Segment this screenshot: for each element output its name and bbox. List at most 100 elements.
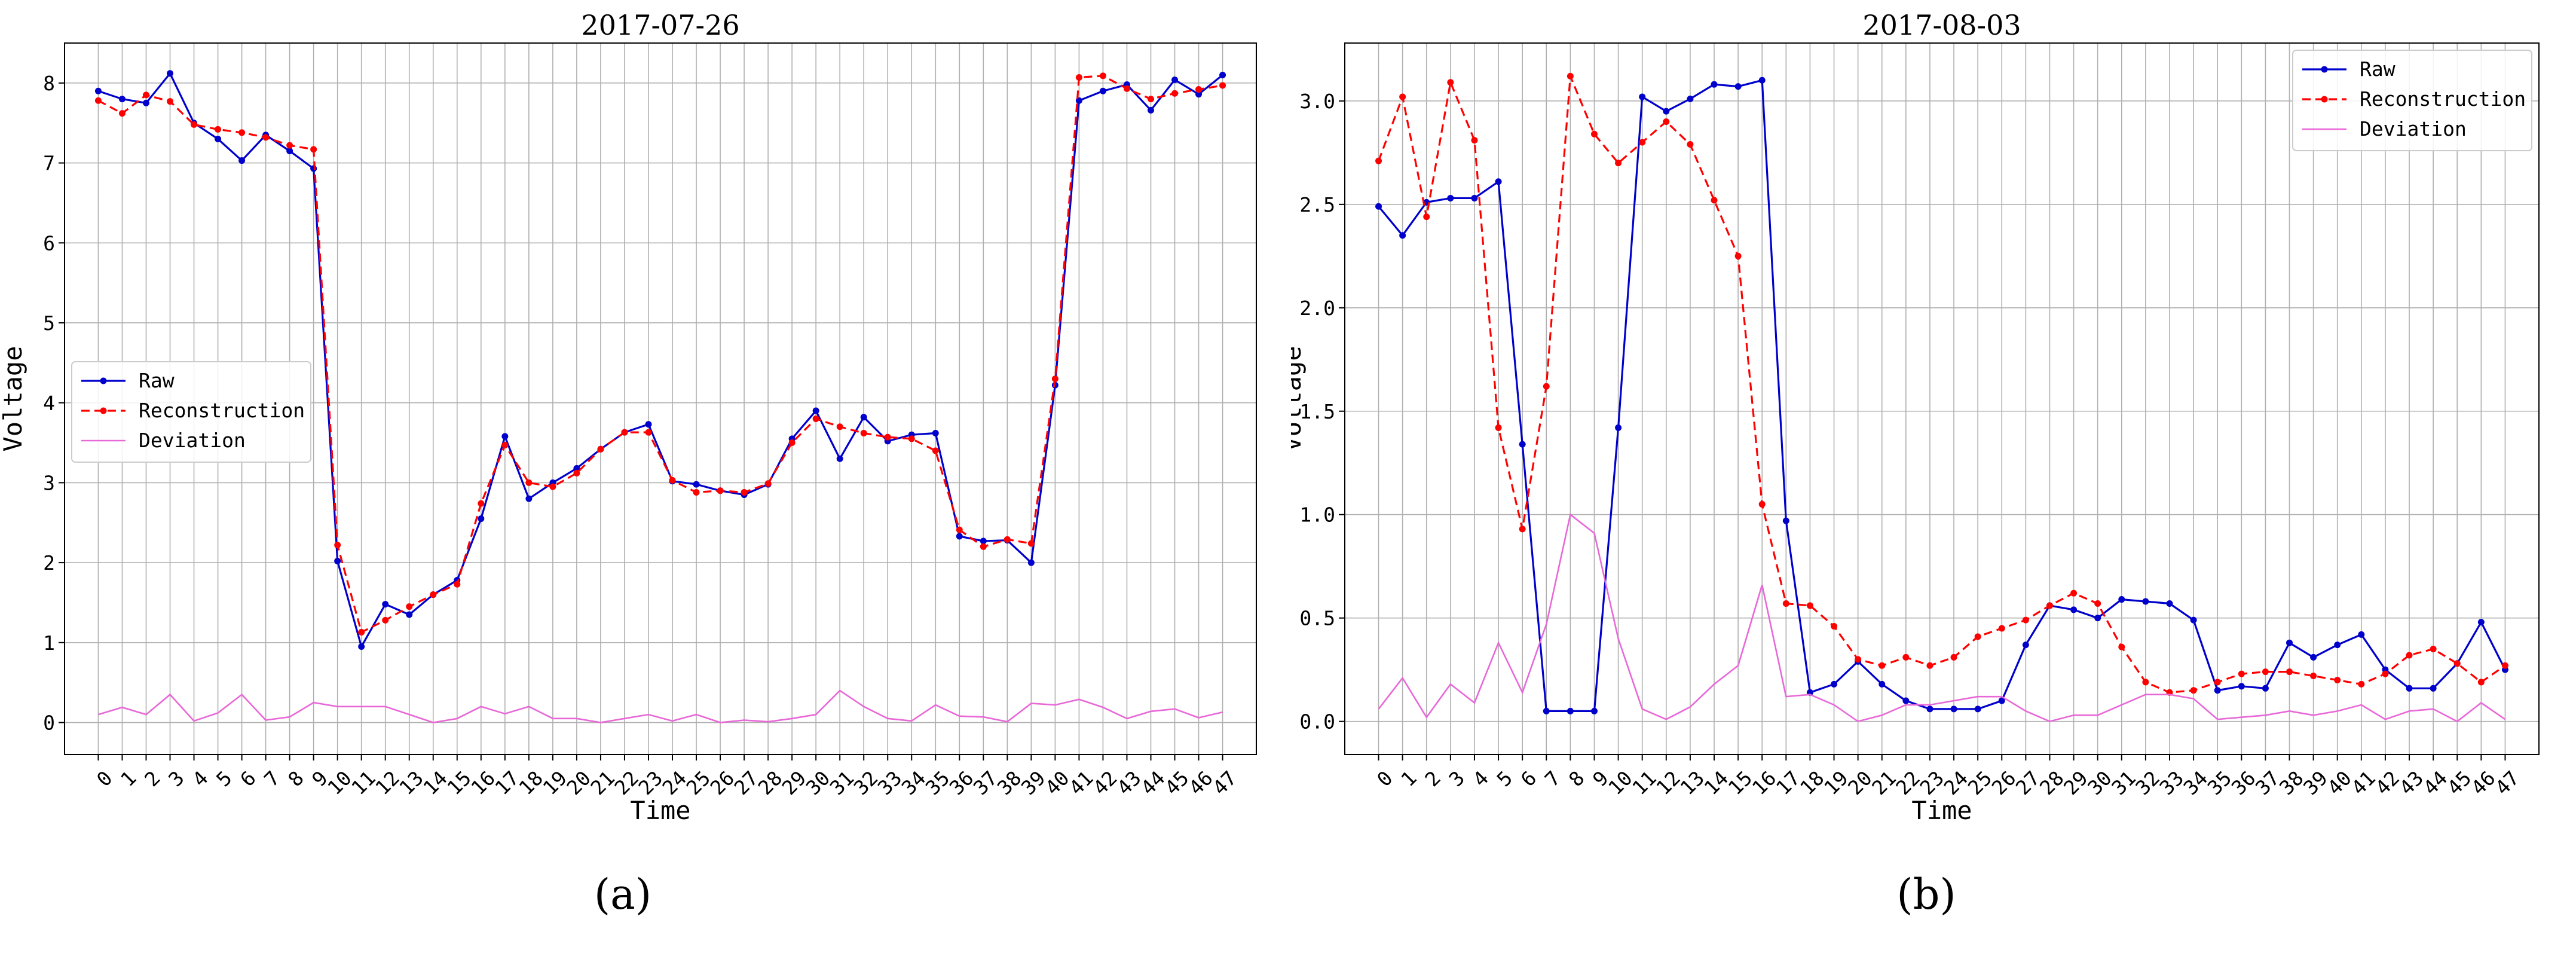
data-point-reconstruction	[1926, 662, 1933, 669]
y-tick-label: 1.5	[1299, 400, 1335, 423]
data-point-reconstruction	[2118, 643, 2125, 650]
x-tick-label: 1	[116, 766, 141, 792]
data-point-reconstruction	[908, 435, 915, 442]
series-line-reconstruction	[97, 75, 1223, 634]
grid-lines	[1345, 43, 2539, 755]
data-point-raw	[2070, 606, 2078, 613]
data-point-reconstruction	[1147, 96, 1154, 103]
data-point-raw	[1495, 178, 1502, 185]
x-tick-label: 4	[188, 766, 213, 792]
data-point-reconstruction	[1615, 160, 1622, 167]
data-point-reconstruction	[430, 591, 437, 598]
legend-label: Deviation	[139, 429, 246, 452]
x-tick-label: 47	[2491, 766, 2524, 800]
y-tick-label: 2	[43, 551, 55, 575]
data-point-raw	[1171, 77, 1179, 84]
data-point-reconstruction	[286, 142, 293, 149]
data-point-reconstruction	[262, 134, 270, 141]
data-point-reconstruction	[836, 423, 843, 430]
data-point-reconstruction	[1027, 540, 1035, 547]
data-point-raw	[2118, 596, 2125, 603]
x-axis-label: Time	[630, 796, 690, 825]
legend-marker	[2321, 96, 2328, 103]
x-tick-label: 5	[1492, 766, 1518, 792]
data-point-raw	[2214, 687, 2221, 694]
legend-marker	[100, 407, 107, 414]
data-point-reconstruction	[238, 129, 246, 136]
data-point-raw	[1075, 97, 1082, 104]
y-axis-ticks: 0.0 0.5 1.0 1.5 2.0 2.5 3.0	[1299, 90, 1345, 734]
legend-label: Raw	[139, 369, 175, 392]
data-point-raw	[1974, 705, 1981, 713]
series-line-raw	[1378, 79, 2506, 712]
data-point-reconstruction	[884, 433, 891, 441]
y-tick-label: 5	[43, 311, 55, 335]
y-axis-label: Voltage	[0, 346, 27, 451]
data-point-raw	[1147, 106, 1154, 114]
grid-lines	[65, 43, 1256, 755]
data-point-reconstruction	[1998, 625, 2005, 632]
data-point-reconstruction	[549, 483, 556, 490]
legend-marker	[2321, 66, 2328, 73]
chart-a-svg: 0123456780123456789101112131415161718192…	[0, 9, 1257, 825]
data-point-reconstruction	[1004, 536, 1011, 543]
x-tick-label: 1	[1396, 766, 1421, 792]
data-point-raw	[2094, 615, 2101, 622]
data-point-raw	[2238, 683, 2245, 690]
data-point-reconstruction	[501, 442, 509, 449]
data-point-reconstruction	[621, 429, 628, 436]
data-point-raw	[2358, 631, 2365, 638]
data-point-reconstruction	[382, 616, 389, 624]
data-point-reconstruction	[358, 628, 365, 636]
y-tick-label: 6	[43, 231, 55, 255]
data-point-reconstruction	[956, 526, 963, 533]
data-point-reconstruction	[2142, 679, 2149, 686]
data-point-raw	[1590, 707, 1598, 714]
data-point-reconstruction	[1195, 86, 1203, 93]
data-point-raw	[1639, 93, 1646, 100]
y-tick-label: 1.0	[1299, 503, 1335, 527]
data-point-reconstruction	[980, 543, 987, 550]
data-point-raw	[980, 537, 987, 545]
data-point-reconstruction	[645, 429, 652, 436]
legend: Raw Reconstruction Deviation	[2292, 50, 2532, 151]
series-line-deviation	[1378, 513, 2506, 723]
data-point-raw	[693, 481, 700, 488]
chart-b-svg: 0.00.51.01.52.02.53.00123456789101112131…	[1291, 9, 2540, 825]
y-tick-label: 3	[43, 471, 55, 494]
data-point-raw	[501, 433, 509, 440]
data-point-reconstruction	[2286, 668, 2293, 676]
data-point-reconstruction	[1855, 656, 1862, 663]
data-point-reconstruction	[2334, 676, 2341, 683]
data-point-reconstruction	[1123, 85, 1130, 92]
data-point-raw	[1998, 697, 2005, 704]
data-point-reconstruction	[2358, 680, 2365, 688]
x-tick-label: 5	[212, 766, 237, 792]
data-point-reconstruction	[860, 429, 867, 436]
data-point-reconstruction	[788, 439, 796, 447]
x-tick-label: 47	[1208, 766, 1241, 800]
data-point-reconstruction	[2190, 687, 2197, 694]
data-point-raw	[1099, 87, 1106, 94]
data-point-reconstruction	[2022, 616, 2029, 624]
data-point-reconstruction	[191, 121, 198, 128]
data-point-reconstruction	[2070, 589, 2078, 597]
data-point-reconstruction	[1519, 526, 1526, 533]
data-point-raw	[2262, 685, 2269, 692]
data-point-raw	[2477, 619, 2485, 626]
data-point-raw	[167, 70, 174, 77]
data-point-reconstruction	[2094, 600, 2101, 607]
data-point-raw	[525, 495, 533, 502]
legend-box	[71, 361, 311, 463]
data-point-raw	[1782, 517, 1789, 524]
data-point-raw	[142, 99, 149, 106]
data-point-raw	[932, 429, 939, 436]
data-point-reconstruction	[1758, 500, 1766, 508]
data-point-raw	[1831, 680, 1838, 688]
data-point-raw	[573, 465, 580, 472]
data-point-raw	[1375, 203, 1382, 210]
y-tick-label: 8	[43, 72, 55, 95]
data-point-raw	[2310, 653, 2317, 661]
y-tick-label: 0.5	[1299, 607, 1335, 630]
data-point-reconstruction	[406, 603, 413, 610]
